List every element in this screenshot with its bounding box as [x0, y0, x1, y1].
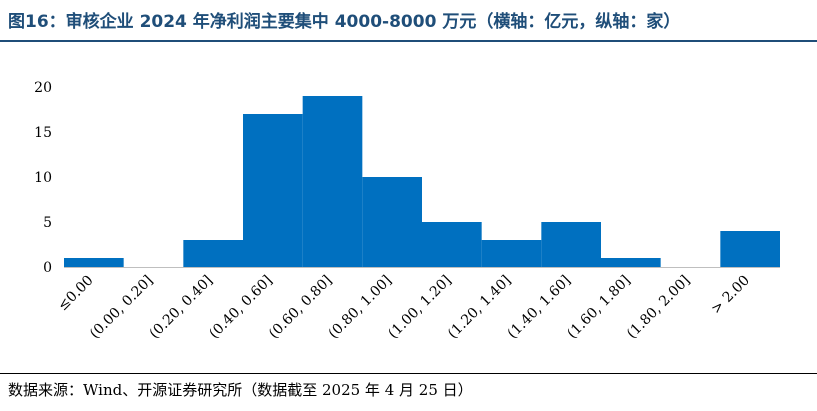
bar: [183, 240, 243, 267]
y-tick-label: 5: [43, 215, 52, 231]
y-axis: 0 5 10 15 20: [34, 80, 52, 276]
bar: [362, 177, 422, 267]
bars-group: [64, 96, 780, 267]
x-tick-label: (1.20, 1.40]: [445, 273, 514, 342]
x-axis: ≤0.00(0.00, 0.20](0.20, 0.40](0.40, 0.60…: [55, 273, 753, 342]
bar: [243, 114, 303, 267]
x-tick-label: (1.00, 1.20]: [385, 273, 454, 342]
title-divider: [0, 40, 817, 42]
bar: [302, 96, 363, 267]
bar: [422, 222, 482, 267]
x-tick-label: (0.80, 1.00]: [326, 273, 395, 342]
x-tick-label: ≤0.00: [55, 273, 97, 315]
y-tick-label: 20: [34, 80, 52, 96]
x-tick-label: (1.80, 2.00]: [624, 273, 693, 342]
x-tick-label: (0.00, 0.20]: [87, 273, 156, 342]
y-tick-label: 10: [34, 170, 52, 186]
chart-title: 图16：审核企业 2024 年净利润主要集中 4000-8000 万元（横轴：亿…: [8, 12, 681, 32]
bar: [64, 258, 124, 267]
x-tick-label: (1.60, 1.80]: [564, 273, 633, 342]
bar: [541, 222, 601, 267]
source-note: 数据来源：Wind、开源证券研究所（数据截至 2025 年 4 月 25 日）: [8, 381, 473, 399]
x-tick-label: (1.40, 1.60]: [505, 273, 574, 342]
y-tick-label: 0: [43, 260, 52, 276]
bar: [481, 240, 542, 267]
x-tick-label: (0.20, 0.40]: [147, 273, 216, 342]
footer-divider: [0, 373, 817, 374]
bar: [720, 231, 780, 267]
bar: [601, 258, 661, 267]
x-tick-label: (0.40, 0.60]: [206, 273, 275, 342]
x-tick-label: (0.60, 0.80]: [266, 273, 335, 342]
y-tick-label: 15: [34, 125, 52, 141]
x-tick-label: > 2.00: [708, 273, 753, 318]
